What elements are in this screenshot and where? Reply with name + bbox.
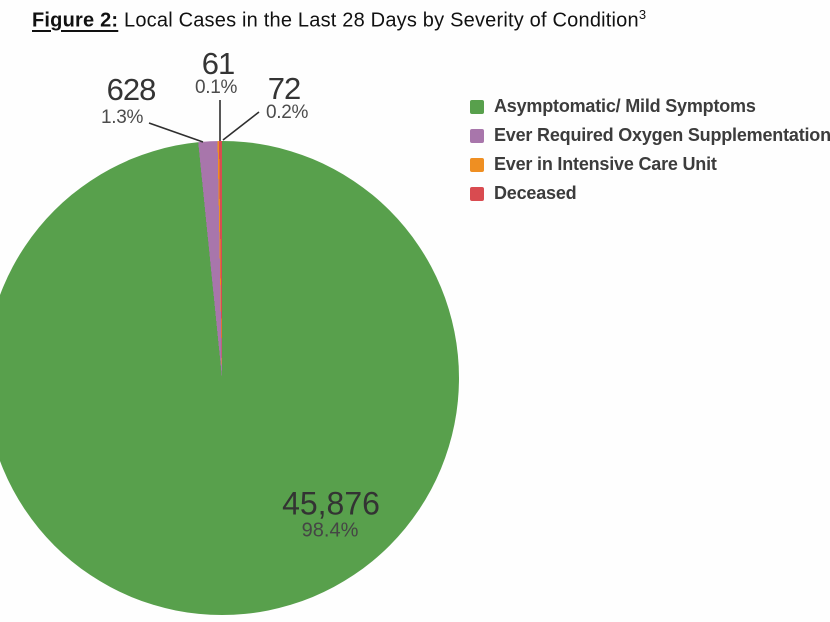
figure-title-text: Local Cases in the Last 28 Days by Sever… (118, 9, 639, 32)
value-label-deceased: 72 (267, 71, 301, 106)
legend-item-icu: Ever in Intensive Care Unit (470, 150, 830, 179)
legend-swatch-purple-icon (470, 128, 484, 143)
pct-label-deceased: 0.2% (265, 102, 309, 123)
legend-label: Deceased (494, 183, 577, 203)
legend-label: Asymptomatic/ Mild Symptoms (494, 96, 756, 116)
figure-title-footnote-marker: 3 (638, 7, 647, 22)
legend-item-asymptomatic: Asymptomatic/ Mild Symptoms (470, 92, 830, 121)
pct-label-oxygen: 1.3% (100, 107, 144, 128)
value-label-asymptomatic: 45,876 (282, 485, 380, 522)
legend-swatch-green-icon (470, 99, 484, 114)
legend-label: Ever Required Oxygen Supplementation (494, 125, 830, 145)
value-label-oxygen: 628 (106, 72, 157, 107)
legend-swatch-red-icon (470, 186, 484, 201)
pct-label-icu: 0.1% (194, 77, 238, 98)
pct-label-asymptomatic: 98.4% (301, 519, 359, 542)
figure-title: Figure 2: Local Cases in the Last 28 Day… (32, 7, 646, 33)
pie-chart (0, 141, 459, 615)
figure-title-prefix: Figure 2: (32, 9, 119, 32)
leader-line-deceased (222, 111, 260, 141)
leader-line-oxygen (148, 122, 204, 143)
legend-label: Ever in Intensive Care Unit (494, 154, 717, 174)
legend-swatch-orange-icon (470, 157, 484, 172)
legend-item-deceased: Deceased (470, 179, 830, 208)
value-label-icu: 61 (201, 46, 235, 81)
legend: Asymptomatic/ Mild Symptoms Ever Require… (470, 92, 830, 208)
legend-item-oxygen: Ever Required Oxygen Supplementation (470, 121, 830, 150)
